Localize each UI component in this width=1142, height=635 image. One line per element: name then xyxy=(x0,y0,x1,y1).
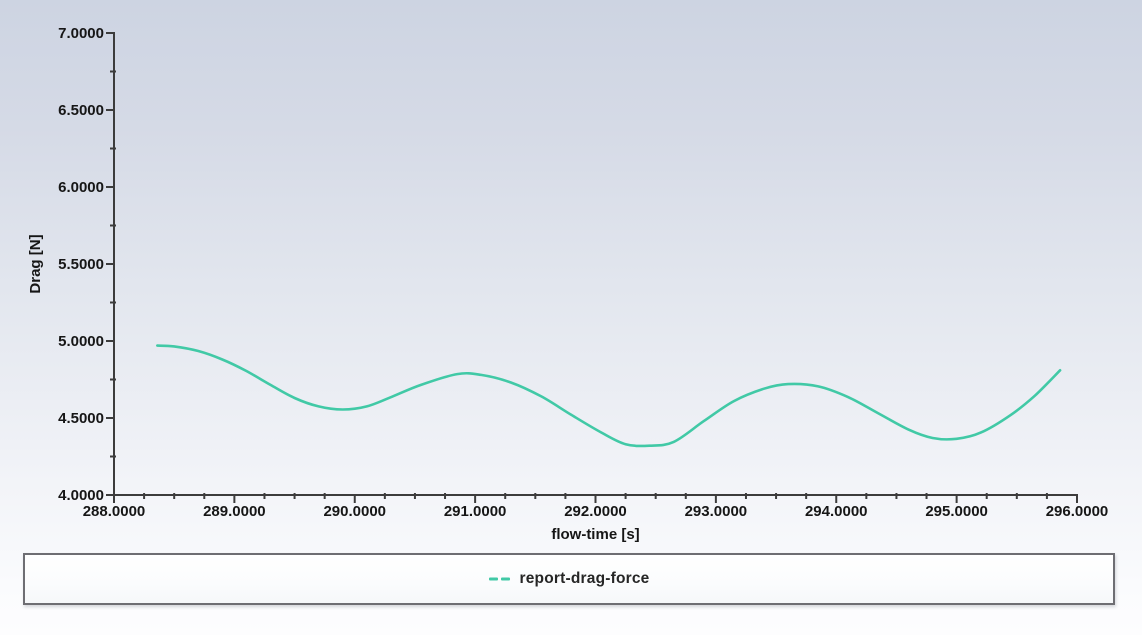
y-tick-label: 4.5000 xyxy=(58,410,104,427)
y-tick-label: 4.0000 xyxy=(58,487,104,504)
x-tick-label: 295.0000 xyxy=(925,503,988,520)
x-axis-title: flow-time [s] xyxy=(551,526,639,543)
x-tick-label: 296.0000 xyxy=(1046,503,1109,520)
y-tick-label: 5.5000 xyxy=(58,256,104,273)
x-tick-label: 294.0000 xyxy=(805,503,868,520)
y-axis-title: Drag [N] xyxy=(27,234,44,293)
y-tick-label: 6.0000 xyxy=(58,179,104,196)
legend-box: report-drag-force xyxy=(23,553,1115,605)
x-tick-label: 293.0000 xyxy=(685,503,748,520)
y-tick-label: 6.5000 xyxy=(58,102,104,119)
legend-entry-report-drag-force: report-drag-force xyxy=(488,570,650,588)
x-tick-label: 291.0000 xyxy=(444,503,507,520)
x-tick-label: 290.0000 xyxy=(323,503,386,520)
x-tick-label: 289.0000 xyxy=(203,503,266,520)
drag-force-plot-canvas[interactable]: 288.0000 289.0000 290.0000 291.0000 292.0000… xyxy=(0,0,1142,552)
legend-line-sample-icon xyxy=(488,577,510,581)
y-tick-label: 5.0000 xyxy=(58,333,104,350)
x-tick-label: 288.0000 xyxy=(83,503,146,520)
y-tick-label: 7.0000 xyxy=(58,25,104,42)
legend-label: report-drag-force xyxy=(519,570,650,587)
series-curve-report-drag-force xyxy=(156,344,1062,448)
x-tick-label: 292.0000 xyxy=(564,503,627,520)
